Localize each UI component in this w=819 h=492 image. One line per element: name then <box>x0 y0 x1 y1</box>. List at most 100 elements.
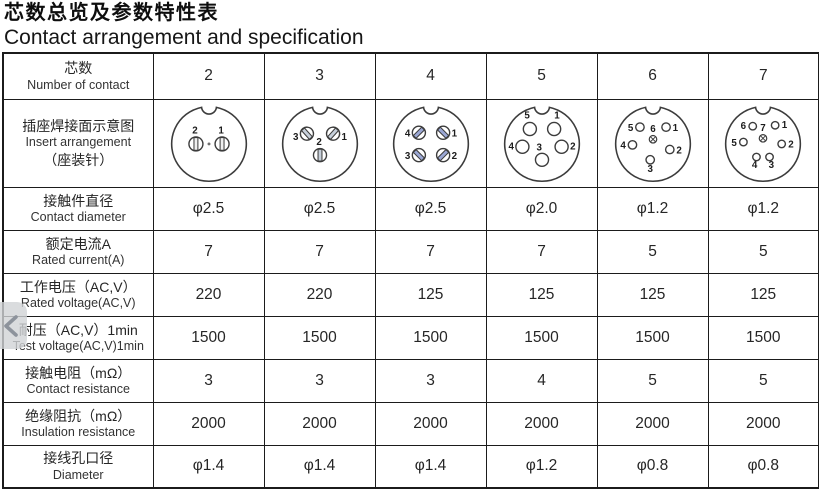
pin-screw <box>435 125 450 141</box>
spec-value-cell: 1500 <box>596 315 709 360</box>
row-label-en: Diameter <box>52 467 104 482</box>
pin-hole <box>553 139 569 155</box>
spec-value-cell: 3 <box>263 358 376 403</box>
spec-value-cell: 1500 <box>152 315 265 360</box>
table-row-rated-current: 额定电流A Rated current(A) 7 7 7 7 5 5 <box>2 229 819 274</box>
pin-screw <box>435 148 450 163</box>
spec-value-cell: φ0.8 <box>596 444 709 489</box>
table-row-number-of-contact: 芯数 Number of contact 2 3 4 5 6 7 <box>2 52 819 100</box>
pin-number-label: 6 <box>741 121 747 132</box>
pin-hole <box>748 121 758 131</box>
row-label-insulation-resistance: 绝缘阻抗（mΩ） Insulation resistance <box>2 401 154 446</box>
pin-number-label: 7 <box>761 123 767 134</box>
spec-value-cell: 2000 <box>707 401 819 446</box>
spec-value-cell: 7 <box>152 229 265 274</box>
diagram-cell: 5 1 4 2 3 6 <box>596 98 709 188</box>
spec-value-cell: φ0.8 <box>707 444 819 489</box>
pin-hole <box>752 152 762 162</box>
pin-number-label: 5 <box>732 138 738 149</box>
row-label-zh: 额定电流A <box>45 235 111 252</box>
spec-value-cell: 5 <box>596 229 709 274</box>
pin-slot <box>412 126 425 140</box>
spec-value-cell: φ2.0 <box>485 186 598 231</box>
pin-number-label: 2 <box>192 126 198 137</box>
pin-screw <box>325 126 340 142</box>
spec-value-cell: 7 <box>374 229 487 274</box>
row-label-en: Insulation resistance <box>21 424 136 439</box>
row-label-note: （座装针） <box>43 151 114 168</box>
page-title-zh: 芯数总览及参数特性表 <box>4 2 219 24</box>
spec-value-cell: 4 <box>485 358 598 403</box>
connector-body <box>614 106 691 183</box>
pin-hole <box>644 155 655 165</box>
connector-diagram-6pin: 5 1 4 2 3 6 <box>614 106 691 183</box>
connector-body <box>725 106 802 183</box>
pin-hole <box>522 121 537 137</box>
pin-number-label: 5 <box>627 123 633 134</box>
pin-number-label: 4 <box>508 142 514 153</box>
row-label-number-of-contact: 芯数 Number of contact <box>2 52 154 100</box>
pin-number-label: 1 <box>782 120 788 131</box>
spec-value-cell: 220 <box>263 272 376 317</box>
pin-number-label: 2 <box>789 140 795 151</box>
pin-screw <box>411 125 426 141</box>
connector-diagram-5pin: 5 1 4 2 3 <box>503 106 580 183</box>
spec-value-cell: 125 <box>374 272 487 317</box>
row-label-en: Number of contact <box>27 77 130 92</box>
row-label-zh: 绝缘阻抗（mΩ） <box>25 407 132 424</box>
spec-value-cell: φ1.4 <box>374 444 487 489</box>
pin-hole <box>514 139 530 155</box>
row-label-contact-resistance: 接触电阻（mΩ） Contact resistance <box>2 358 154 403</box>
pin-number-label: 1 <box>451 129 457 140</box>
pin-slot <box>436 126 449 140</box>
table-row-rated-voltage: 工作电压（AC,V） Rated voltage(AC,V) 220 220 1… <box>2 272 819 317</box>
row-label-zh: 接触电阻（mΩ） <box>25 364 132 381</box>
diagram-cell: 5 1 4 2 3 <box>485 98 598 188</box>
page-titles: 芯数总览及参数特性表 Contact arrangement and speci… <box>0 0 819 50</box>
row-label-en: Rated voltage(AC,V) <box>20 295 136 310</box>
row-label-en: Contact diameter <box>30 209 126 224</box>
pin-number-label: 2 <box>676 145 682 156</box>
table-row-contact-diameter: 接触件直径 Contact diameter φ2.5 φ2.5 φ2.5 φ2… <box>2 186 819 231</box>
center-dot <box>207 142 210 146</box>
spec-value-cell: 2000 <box>152 401 265 446</box>
spec-value-cell: 2000 <box>485 401 598 446</box>
table-row-contact-resistance: 接触电阻（mΩ） Contact resistance 3 3 3 4 5 5 <box>2 358 819 403</box>
page-title-en: Contact arrangement and specification <box>4 26 364 49</box>
spec-table: 芯数 Number of contact 2 3 4 5 6 7 插座焊接面示意… <box>2 52 819 490</box>
connector-body <box>392 106 469 183</box>
pin-number-label: 1 <box>554 111 560 122</box>
row-label-contact-diameter: 接触件直径 Contact diameter <box>2 186 154 231</box>
carousel-prev-button[interactable] <box>0 302 27 349</box>
spec-value-cell: 220 <box>152 272 265 317</box>
pin-slot <box>192 137 198 151</box>
spec-value-cell: 1500 <box>707 315 819 360</box>
spec-value-cell: φ2.5 <box>263 186 376 231</box>
contact-count-cell: 7 <box>707 52 819 100</box>
row-label-wire-hole-diameter: 接线孔口径 Diameter <box>2 444 154 489</box>
pin-number-label: 3 <box>647 164 653 175</box>
pin-number-label: 5 <box>524 111 530 122</box>
diagram-cell: 3 1 2 <box>263 98 376 188</box>
pin-number-label: 3 <box>404 151 410 162</box>
spec-value-cell: 2000 <box>263 401 376 446</box>
connector-diagram-7pin: 6 1 5 2 4 3 7 <box>725 106 802 183</box>
contact-count-cell: 6 <box>596 52 709 100</box>
spec-value-cell: 7 <box>263 229 376 274</box>
spec-value-cell: φ1.4 <box>152 444 265 489</box>
row-label-zh: 接线孔口径 <box>43 450 114 467</box>
spec-value-cell: 1500 <box>374 315 487 360</box>
pin-number-label: 3 <box>536 143 542 154</box>
pin-number-label: 4 <box>404 129 410 140</box>
row-label-insert-arrangement: 插座焊接面示意图 Insert arrangement （座装针） <box>2 98 154 188</box>
spec-value-cell: 1500 <box>263 315 376 360</box>
pin-screw <box>213 136 230 152</box>
pin-hole <box>546 121 561 137</box>
row-label-rated-voltage: 工作电压（AC,V） Rated voltage(AC,V) <box>2 272 154 317</box>
pin-hole <box>634 122 645 133</box>
pin-screw <box>187 136 204 152</box>
contact-count-cell: 2 <box>152 52 265 100</box>
row-label-zh: 接触件直径 <box>43 192 114 209</box>
row-label-en: Rated current(A) <box>32 252 125 267</box>
